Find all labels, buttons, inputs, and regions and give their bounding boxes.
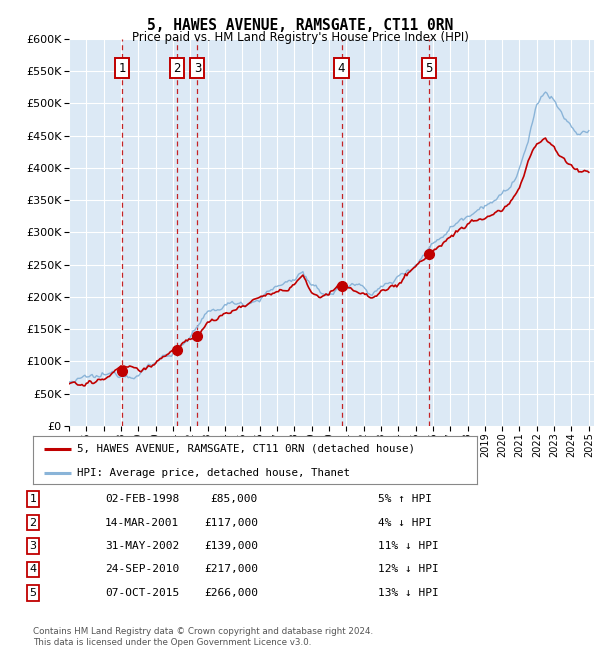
Text: Contains HM Land Registry data © Crown copyright and database right 2024.
This d: Contains HM Land Registry data © Crown c…	[33, 627, 373, 647]
Text: 13% ↓ HPI: 13% ↓ HPI	[378, 588, 439, 598]
Text: 3: 3	[194, 62, 201, 75]
Text: 5: 5	[425, 62, 433, 75]
Text: 07-OCT-2015: 07-OCT-2015	[105, 588, 179, 598]
Text: 2: 2	[29, 517, 37, 528]
Text: £85,000: £85,000	[211, 494, 258, 504]
Text: 4: 4	[338, 62, 345, 75]
Text: 14-MAR-2001: 14-MAR-2001	[105, 517, 179, 528]
Text: 5: 5	[29, 588, 37, 598]
Text: 1: 1	[29, 494, 37, 504]
Text: Price paid vs. HM Land Registry's House Price Index (HPI): Price paid vs. HM Land Registry's House …	[131, 31, 469, 44]
Text: 24-SEP-2010: 24-SEP-2010	[105, 564, 179, 575]
Text: 31-MAY-2002: 31-MAY-2002	[105, 541, 179, 551]
Text: 2: 2	[173, 62, 181, 75]
Text: £139,000: £139,000	[204, 541, 258, 551]
Text: 11% ↓ HPI: 11% ↓ HPI	[378, 541, 439, 551]
Text: £117,000: £117,000	[204, 517, 258, 528]
Text: 4% ↓ HPI: 4% ↓ HPI	[378, 517, 432, 528]
Text: 12% ↓ HPI: 12% ↓ HPI	[378, 564, 439, 575]
Text: 3: 3	[29, 541, 37, 551]
Text: 02-FEB-1998: 02-FEB-1998	[105, 494, 179, 504]
Text: £266,000: £266,000	[204, 588, 258, 598]
Text: HPI: Average price, detached house, Thanet: HPI: Average price, detached house, Than…	[77, 468, 350, 478]
Text: 5, HAWES AVENUE, RAMSGATE, CT11 0RN: 5, HAWES AVENUE, RAMSGATE, CT11 0RN	[147, 18, 453, 33]
Text: 1: 1	[119, 62, 126, 75]
Text: 5% ↑ HPI: 5% ↑ HPI	[378, 494, 432, 504]
Text: 4: 4	[29, 564, 37, 575]
Text: 5, HAWES AVENUE, RAMSGATE, CT11 0RN (detached house): 5, HAWES AVENUE, RAMSGATE, CT11 0RN (det…	[77, 444, 415, 454]
Text: £217,000: £217,000	[204, 564, 258, 575]
